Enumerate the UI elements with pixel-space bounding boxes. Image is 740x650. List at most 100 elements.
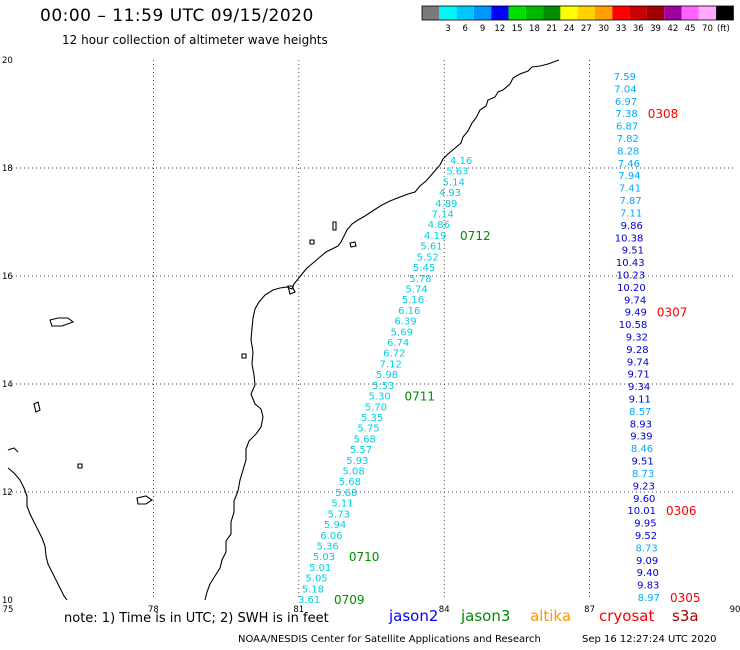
lat-tick-label: 14 [2,380,13,390]
cryosat-wave-height: 7.38 [615,109,637,120]
jason3-wave-height: 5.14 [443,177,465,188]
colorbar-legend: 3 6 9 12 15 18 21 24 27 30 33 36 39 42 45 70 (ft) [421,5,734,34]
island-6 [33,401,41,413]
jason3-wave-height: 5.35 [361,413,383,424]
colorbar-swatch [629,6,647,20]
jason3-wave-height: 5.63 [446,167,468,178]
jason3-wave-height: 5.68 [354,434,376,445]
colorbar-tick-label: 21 [546,24,557,34]
jason3-wave-height: 6.39 [394,317,416,328]
page-subtitle: 12 hour collection of altimeter wave hei… [62,33,328,47]
jason3-wave-height: 5.36 [317,541,339,552]
footer-credit: NOAA/NESDIS Center for Satellite Applica… [238,634,541,645]
cryosat-wave-height: 9.11 [629,395,651,406]
jason3-wave-height: 5.73 [328,509,350,520]
island-3 [309,239,315,245]
cryosat-wave-height: 9.34 [628,382,650,393]
jason3-wave-height: 5.75 [357,424,379,435]
jason3-wave-height: 5.57 [350,445,372,456]
cryosat-pass-time: 0307 [657,306,688,320]
jason3-wave-height: 4.86 [428,220,450,231]
colorbar-tick-label: 9 [480,24,485,34]
coastline-gulf [7,467,68,601]
cryosat-wave-height: 9.32 [626,333,648,344]
cryosat-wave-height: 9.40 [637,568,659,579]
coastline [7,59,560,601]
colorbar-swatch [508,6,526,20]
jason3-wave-height: 4.16 [450,156,472,167]
cryosat-wave-height: 9.09 [636,556,658,567]
jason3-wave-height: 7.12 [380,359,402,370]
cryosat-pass-time: 0308 [648,107,679,121]
cryosat-wave-height: 7.41 [619,184,641,195]
coastline-mainland [204,59,560,601]
jason3-wave-height: 6.72 [383,349,405,360]
cryosat-wave-height: 7.82 [617,134,639,145]
jason3-wave-height: 6.06 [320,531,342,542]
cryosat-wave-height: 9.95 [634,519,656,530]
colorbar-swatch [577,6,595,20]
colorbar-swatch [698,6,717,20]
lon-tick-label: 84 [439,605,450,615]
jason3-wave-height: 5.18 [302,584,324,595]
cryosat-wave-height: 6.87 [616,122,638,133]
colorbar-unit: (ft) [717,24,730,34]
jason3-wave-height: 5.94 [324,520,346,531]
jason3-wave-height: 5.52 [417,252,439,263]
lon-tick-label: 75 [3,605,14,615]
colorbar-swatch [456,6,474,20]
jason3-wave-height: 5.05 [305,574,327,585]
jason3-wave-height: 4.19 [424,231,446,242]
lat-lon-grid: 75 78 81 84 87 90 20 18 16 14 12 10 [2,56,740,615]
lat-tick-label: 10 [2,596,13,606]
colorbar-swatch [525,6,544,20]
jason3-wave-height: 5.70 [365,402,387,413]
colorbar-tick-label: 12 [494,24,505,34]
jason3-wave-height: 5.68 [335,488,357,499]
colorbar-tick-label: 45 [685,24,696,34]
colorbar-tick-label: 6 [463,24,468,34]
cryosat-wave-height: 10.20 [617,283,646,294]
cryosat-wave-height: 8.93 [630,419,652,430]
cryosat-wave-height: 7.94 [618,171,640,182]
footer-note: note: 1) Time is in UTC; 2) SWH is in fe… [64,611,329,626]
satellite-legend-jason3: jason3 [461,607,511,625]
colorbar-swatch [560,6,578,20]
cryosat-wave-height: 9.49 [625,308,647,319]
cryosat-wave-height: 9.86 [621,221,643,232]
jason3-wave-height: 6.16 [398,306,420,317]
jason3-wave-height: 5.74 [406,284,428,295]
jason3-wave-height: 6.74 [387,338,409,349]
colorbar-tick-label: 24 [564,24,575,34]
cryosat-wave-height: 8.28 [617,146,639,157]
colorbar-swatch [422,6,440,20]
lat-tick-label: 18 [2,164,13,174]
lon-tick-label: 87 [584,605,595,615]
jason3-wave-height: 4.93 [439,188,461,199]
cryosat-wave-height: 8.46 [631,444,653,455]
cryosat-wave-height: 9.28 [626,345,648,356]
cryosat-pass-time: 0305 [670,591,701,605]
jason3-wave-height: 5.16 [402,295,424,306]
colorbar-swatch [595,6,613,20]
island-2 [349,241,357,248]
jason3-wave-height: 5.93 [346,456,368,467]
lat-tick-label: 12 [2,488,13,498]
cryosat-wave-height: 8.57 [629,407,651,418]
cryosat-wave-height: 7.46 [618,159,640,170]
colorbar-tick-label: 70 [702,24,713,34]
colorbar-swatch [646,6,665,20]
colorbar-tick-label: 33 [616,24,627,34]
cryosat-wave-height: 9.83 [637,581,659,592]
colorbar-swatch [612,6,630,20]
lon-tick-label: 81 [293,605,304,615]
jason3-pass-time: 0712 [460,229,491,243]
cryosat-wave-height: 9.74 [624,295,646,306]
cryosat-wave-height: 10.23 [617,270,646,281]
satellite-legend-s3a: s3a [672,607,699,625]
jason3-wave-height: 5.53 [372,381,394,392]
cryosat-wave-height: 8.97 [638,593,660,604]
coastline-left-stub [7,447,19,453]
island-4 [287,285,296,295]
